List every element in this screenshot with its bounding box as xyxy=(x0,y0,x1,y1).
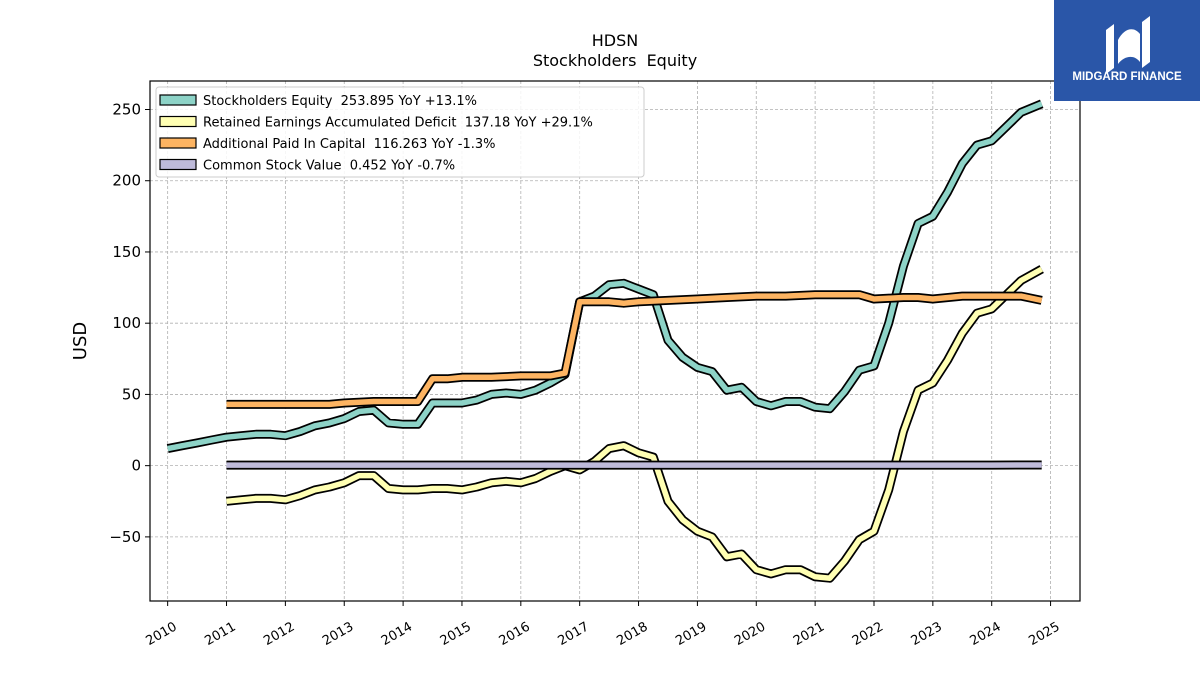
logo-mark-icon xyxy=(1106,16,1150,74)
x-axis: 2010 2011 2012 2013 2014 2015 2016 2017 2018 2019… xyxy=(143,601,1063,649)
plot-frame xyxy=(149,80,1081,602)
series-line xyxy=(167,101,1043,452)
y-tick-label: 50 xyxy=(122,385,141,403)
y-axis-label: USD xyxy=(70,322,91,360)
series-1 xyxy=(166,99,1044,454)
legend-item: Common Stock Value 0.452 YoY -0.7% xyxy=(159,158,455,174)
y-tick-label: 200 xyxy=(112,172,141,190)
chart-subtitle: Stockholders Equity xyxy=(532,51,698,70)
x-tick-label: 2012 xyxy=(261,619,297,649)
x-tick-label: 2020 xyxy=(732,619,768,649)
series-line xyxy=(226,266,1044,581)
x-tick-label: 2018 xyxy=(614,619,650,649)
x-tick-label: 2025 xyxy=(1026,619,1062,649)
y-tick-label: 100 xyxy=(112,314,141,332)
legend-box xyxy=(155,86,645,178)
y-tick-label: 250 xyxy=(112,100,141,118)
legend-label: Retained Earnings Accumulated Deficit 13… xyxy=(203,116,593,131)
chart-title: HDSN xyxy=(591,31,639,50)
legend: Stockholders Equity 253.895 YoY +13.1% Re… xyxy=(155,86,645,178)
series-lines xyxy=(166,99,1044,583)
grid xyxy=(150,81,1080,601)
x-tick-label: 2024 xyxy=(968,619,1004,649)
series-line xyxy=(226,291,1043,408)
x-tick-label: 2010 xyxy=(143,619,179,649)
y-tick-label: 150 xyxy=(112,243,141,261)
x-tick-label: 2022 xyxy=(850,619,886,649)
x-tick-label: 2017 xyxy=(556,619,592,649)
x-tick-label: 2016 xyxy=(497,619,533,649)
legend-swatch xyxy=(159,137,197,149)
legend-swatch xyxy=(159,115,197,128)
y-axis: −50 0 50 100 150 200 250 xyxy=(109,100,150,546)
x-tick-label: 2013 xyxy=(320,619,356,649)
x-tick-label: 2021 xyxy=(791,619,827,649)
legend-item: Retained Earnings Accumulated Deficit 13… xyxy=(159,115,593,131)
x-tick-label: 2014 xyxy=(379,619,415,649)
legend-label: Additional Paid In Capital 116.263 YoY -… xyxy=(203,137,496,152)
series-3 xyxy=(226,290,1043,409)
legend-swatch xyxy=(159,158,197,171)
legend-label: Stockholders Equity 253.895 YoY +13.1% xyxy=(203,94,477,109)
legend-item: Stockholders Equity 253.895 YoY +13.1% xyxy=(159,94,477,109)
x-tick-label: 2023 xyxy=(909,619,945,649)
logo-text: MIDGARD FINANCE xyxy=(1072,71,1182,83)
x-tick-label: 2015 xyxy=(438,619,474,649)
midgard-finance-logo: MIDGARD FINANCE xyxy=(1054,0,1200,101)
legend-swatch xyxy=(159,94,197,106)
series-2 xyxy=(226,265,1044,583)
x-tick-label: 2011 xyxy=(202,619,238,649)
y-tick-label: −50 xyxy=(109,528,141,546)
legend-item: Additional Paid In Capital 116.263 YoY -… xyxy=(159,137,496,152)
legend-label: Common Stock Value 0.452 YoY -0.7% xyxy=(203,159,455,174)
x-tick-label: 2019 xyxy=(673,619,709,649)
y-tick-label: 0 xyxy=(131,457,141,475)
